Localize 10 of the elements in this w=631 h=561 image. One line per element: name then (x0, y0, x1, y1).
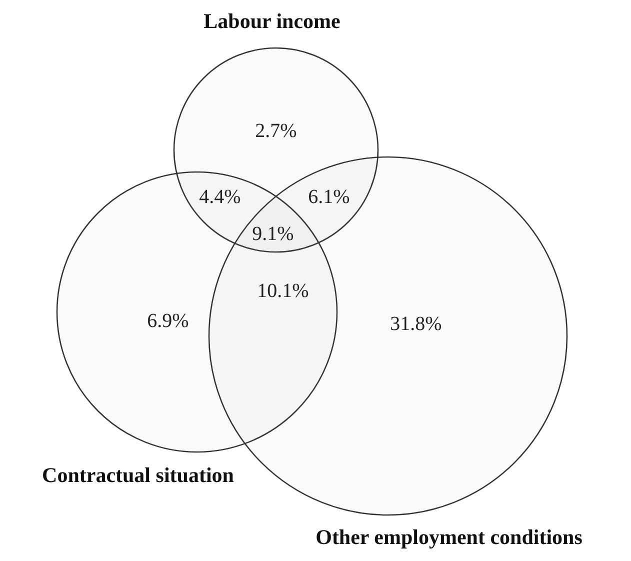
text: Contractual situation (42, 463, 234, 487)
data-label: 2.7% (255, 120, 297, 142)
data-label: 6.1% (308, 186, 350, 208)
text: Labour income (204, 9, 340, 33)
data-label: 6.9% (147, 310, 189, 332)
data-label: 31.8% (390, 313, 442, 335)
data-label: 9.1% (252, 223, 294, 245)
data-label: 4.4% (199, 186, 241, 208)
data-label: 10.1% (257, 280, 309, 302)
text: Other employment conditions (316, 525, 582, 549)
